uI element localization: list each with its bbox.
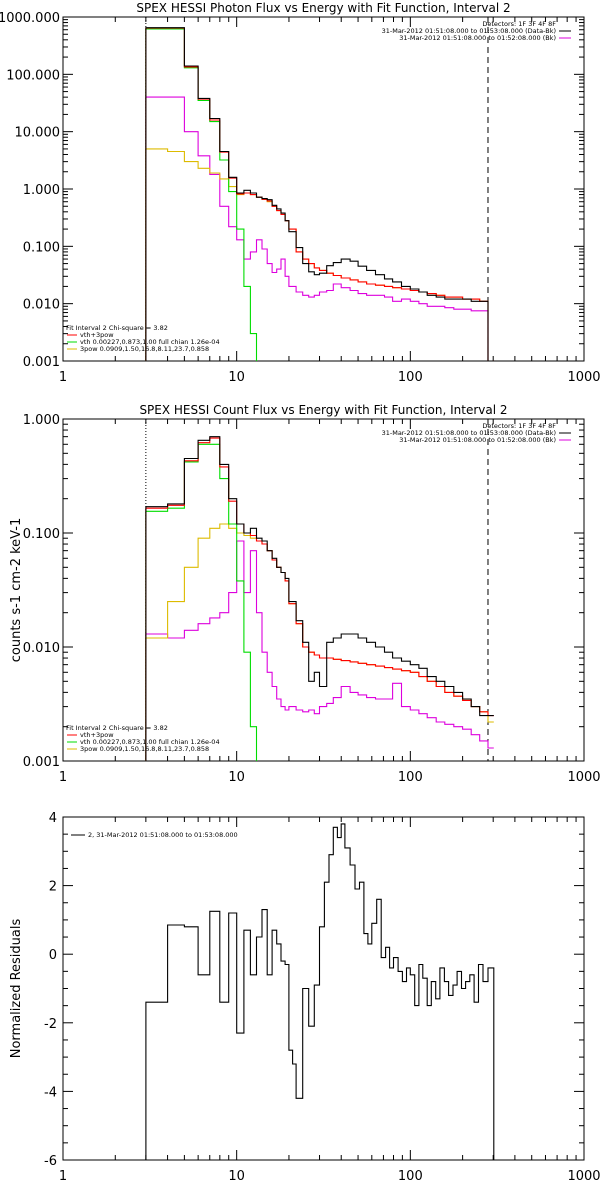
- y-tick-label: 0.100: [23, 527, 60, 542]
- legend-right-entry: 31-Mar-2012 01:51:08.000 to 01:52:08.000…: [399, 34, 556, 42]
- legend-right-entry: 31-Mar-2012 01:51:08.000 to 01:53:08.000…: [382, 27, 556, 35]
- x-tick-label: 100: [398, 370, 423, 385]
- legend-right-entry: 31-Mar-2012 01:51:08.000 to 01:52:08.000…: [399, 436, 556, 444]
- x-tick-label: 100: [398, 1169, 423, 1184]
- legend-right-entry: Detectors: 1F 3F 4F 8F: [482, 422, 556, 430]
- series-line-0: [145, 436, 494, 761]
- legend-entry: vth+3pow: [80, 731, 114, 739]
- residuals-panel: 1 10 100 1000 4 2 0 -2 -4 -6 Normalized Residuals 2…: [9, 811, 600, 1184]
- series-line-3: [145, 148, 494, 361]
- photon-flux-panel: 1 10 100 1000 1000.000 100.000 10.000 1.000 0.10…: [0, 1, 600, 385]
- x-tick-label: 1: [59, 770, 67, 785]
- y-tick-label: 2: [49, 880, 57, 895]
- x-tick-label: 1: [59, 370, 67, 385]
- series-group: [145, 823, 495, 1160]
- y-tick-label: 10.000: [15, 126, 61, 141]
- y-tick-label: 0.100: [23, 240, 60, 255]
- legend-entry: Fit Interval 2 Chi-square = 3.82: [66, 724, 168, 732]
- legend-entry: vth 0.00227,0.873,1.00 full chian 1.26e-…: [80, 738, 220, 746]
- x-tick-label: 100: [398, 770, 423, 785]
- y-tick-label: 1000.000: [0, 11, 60, 26]
- legend-entry: 3pow 0.0909,1.50,16.8,8.11,23.7,0.858: [80, 745, 209, 753]
- y-tick-label: -4: [44, 1085, 57, 1100]
- legend-entry: 2, 31-Mar-2012 01:51:08.000 to 01:53:08.…: [88, 831, 238, 839]
- x-tick-label: 10: [228, 1169, 245, 1184]
- y-axis-label: counts s-1 cm-2 keV-1: [9, 518, 24, 663]
- series-group: [145, 27, 494, 361]
- x-tick-label: 10: [228, 770, 245, 785]
- legend-entry: vth 0.00227,0.873,1.00 full chian 1.26e-…: [80, 338, 220, 346]
- x-tick-label: 1000: [567, 370, 600, 385]
- series-line-0: [145, 823, 495, 1160]
- legend-entry: vth+3pow: [80, 331, 114, 339]
- plot-frame: [62, 816, 585, 1161]
- x-tick-label: 1000: [567, 770, 600, 785]
- series-line-3: [145, 523, 494, 761]
- legend-right-entry: Detectors: 1F 3F 4F 8F: [482, 20, 556, 28]
- x-tick-label: 10: [228, 370, 245, 385]
- legend-right-entry: 31-Mar-2012 01:51:08.000 to 01:53:08.000…: [382, 429, 556, 437]
- series-line-4: [145, 96, 494, 361]
- x-tick-label: 1000: [567, 1169, 600, 1184]
- x-tick-label: 1: [59, 1169, 67, 1184]
- y-tick-label: 100.000: [6, 68, 60, 83]
- y-tick-label: 0.001: [23, 355, 60, 370]
- y-tick-label: 1.000: [23, 413, 60, 428]
- series-line-0: [145, 27, 494, 361]
- plot-frame: [62, 16, 585, 362]
- y-tick-label: 4: [49, 811, 57, 826]
- y-tick-label: 0: [49, 948, 57, 963]
- y-tick-label: 1.000: [23, 183, 60, 198]
- y-tick-label: 0.010: [23, 298, 60, 313]
- chart-title: SPEX HESSI Photon Flux vs Energy with Fi…: [136, 1, 510, 15]
- y-tick-label: -2: [44, 1017, 57, 1032]
- y-tick-label: -6: [44, 1154, 57, 1169]
- legend-entry: 3pow 0.0909,1.50,16.8,8.11,23.7,0.858: [80, 345, 209, 353]
- y-tick-label: 0.010: [23, 641, 60, 656]
- y-axis-label: Normalized Residuals: [9, 919, 24, 1059]
- series-group: [145, 436, 494, 761]
- count-flux-panel: 1 10 100 1000 1.000 0.100 0.010 0.001 SPEX HESSI…: [9, 403, 600, 785]
- series-line-4: [145, 540, 494, 761]
- chart-title: SPEX HESSI Count Flux vs Energy with Fit…: [139, 403, 507, 417]
- legend-entry: Fit Interval 2 Chi-square = 3.82: [66, 324, 168, 332]
- plot-frame: [62, 418, 585, 762]
- y-tick-label: 0.001: [23, 755, 60, 770]
